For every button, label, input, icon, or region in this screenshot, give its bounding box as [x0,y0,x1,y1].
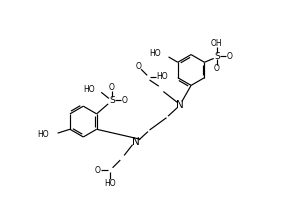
Text: S: S [109,96,115,104]
Text: HO: HO [104,179,116,188]
Text: HO: HO [84,85,95,94]
Text: O: O [121,96,127,104]
Text: OH: OH [211,39,223,48]
Text: HO: HO [37,130,48,139]
Text: HO: HO [149,49,161,58]
Text: S: S [214,52,220,61]
Text: O: O [214,64,220,73]
Text: O: O [226,52,232,61]
Text: N: N [176,100,184,110]
Text: HO: HO [156,72,168,81]
Text: N: N [132,137,140,147]
Text: O: O [109,83,115,92]
Text: O: O [136,62,142,71]
Text: O: O [95,166,101,174]
